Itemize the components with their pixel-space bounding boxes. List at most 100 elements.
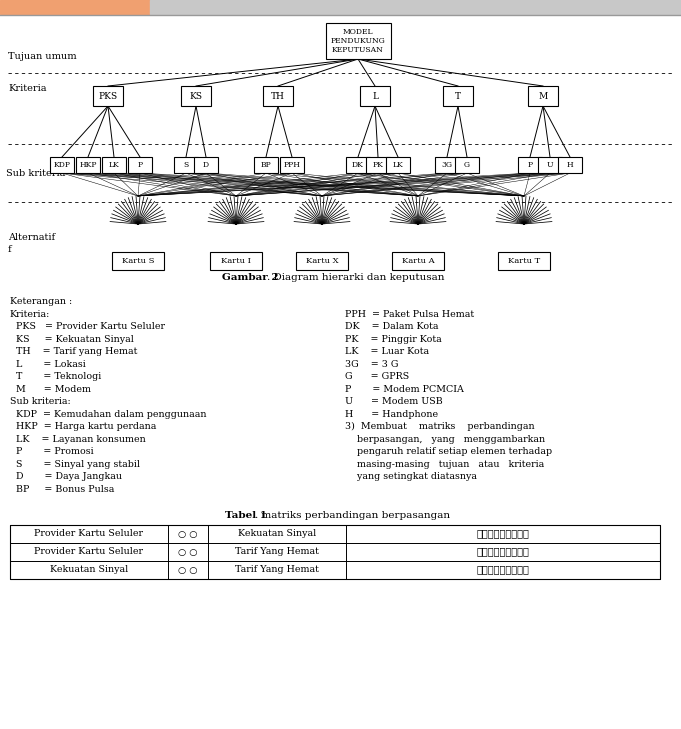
FancyBboxPatch shape [443,86,473,106]
Text: Kekuatan Sinyal: Kekuatan Sinyal [50,566,128,574]
Text: KDP  = Kemudahan dalam penggunaan: KDP = Kemudahan dalam penggunaan [10,410,206,418]
Text: Tarif Yang Hemat: Tarif Yang Hemat [235,547,319,556]
Text: HKP  = Harga kartu perdana: HKP = Harga kartu perdana [10,422,157,431]
Text: DK    = Dalam Kota: DK = Dalam Kota [345,322,439,331]
Text: U: U [547,161,553,169]
Text: Tarif Yang Hemat: Tarif Yang Hemat [235,566,319,574]
FancyBboxPatch shape [263,86,293,106]
Text: masing-masing   tujuan   atau   kriteria: masing-masing tujuan atau kriteria [345,459,544,469]
FancyBboxPatch shape [455,157,479,173]
FancyBboxPatch shape [210,252,262,270]
Text: Kartu I: Kartu I [221,257,251,265]
Text: BP     = Bonus Pulsa: BP = Bonus Pulsa [10,485,114,494]
Text: LK    = Luar Kota: LK = Luar Kota [345,347,429,356]
Text: Gambar 2: Gambar 2 [222,273,279,281]
Text: ○ ○: ○ ○ [178,566,197,574]
Text: H      = Handphone: H = Handphone [345,410,438,418]
Text: M      = Modem: M = Modem [10,384,91,394]
Text: . matriks perbandingan berpasangan: . matriks perbandingan berpasangan [255,512,450,521]
Text: DK: DK [352,161,364,169]
Text: H: H [567,161,573,169]
Bar [10,543,660,561]
FancyBboxPatch shape [296,252,348,270]
Text: pengaruh relatif setiap elemen terhadap: pengaruh relatif setiap elemen terhadap [345,447,552,456]
Text: Kartu X: Kartu X [306,257,338,265]
Text: Kekuatan Sinyal: Kekuatan Sinyal [238,529,316,539]
FancyBboxPatch shape [50,157,74,173]
FancyBboxPatch shape [498,252,550,270]
Text: M: M [539,92,548,101]
Text: G: G [464,161,470,169]
Text: KS: KS [189,92,202,101]
FancyBboxPatch shape [558,157,582,173]
Text: KDP: KDP [54,161,71,169]
Text: D: D [203,161,209,169]
Text: Sub kriteria:: Sub kriteria: [10,397,71,406]
Bar [150,0,681,14]
Text: KS     = Kekuatan Sinyal: KS = Kekuatan Sinyal [10,335,134,343]
Text: Provider Kartu Seluler: Provider Kartu Seluler [35,547,144,556]
FancyBboxPatch shape [174,157,198,173]
FancyBboxPatch shape [326,23,390,59]
FancyBboxPatch shape [181,86,211,106]
FancyBboxPatch shape [392,252,444,270]
Text: L: L [372,92,378,101]
Text: 3)  Membuat    matriks    perbandingan: 3) Membuat matriks perbandingan [345,422,535,431]
Text: D       = Daya Jangkau: D = Daya Jangkau [10,472,122,481]
Text: PPH  = Paket Pulsa Hemat: PPH = Paket Pulsa Hemat [345,310,474,319]
Text: Sub kriteria: Sub kriteria [6,168,65,177]
Text: P: P [528,161,533,169]
Text: U      = Modem USB: U = Modem USB [345,397,443,406]
Text: Kriteria:: Kriteria: [10,310,50,319]
Text: PPH: PPH [283,161,300,169]
FancyBboxPatch shape [528,86,558,106]
Text: LK: LK [393,161,403,169]
FancyBboxPatch shape [76,157,100,173]
FancyBboxPatch shape [538,157,562,173]
Text: Kartu A: Kartu A [402,257,434,265]
Text: BP: BP [261,161,271,169]
Text: Kartu S: Kartu S [122,257,155,265]
Text: HKP: HKP [79,161,97,169]
Text: L       = Lokasi: L = Lokasi [10,359,86,368]
Text: PKS: PKS [99,92,118,101]
Text: TH: TH [271,92,285,101]
Text: PKS   = Provider Kartu Seluler: PKS = Provider Kartu Seluler [10,322,165,331]
Text: ○ ○: ○ ○ [178,529,197,539]
Bar [10,561,660,579]
Bar [10,525,660,543]
Text: ①②③④⑤⑥⑦⑧⑨: ①②③④⑤⑥⑦⑧⑨ [477,566,529,574]
Text: ①②③④⑤⑥⑦⑧⑨: ①②③④⑤⑥⑦⑧⑨ [477,529,529,539]
Text: 3G    = 3 G: 3G = 3 G [345,359,398,368]
Bar [10,525,660,579]
Text: G      = GPRS: G = GPRS [345,372,409,381]
Text: PK: PK [373,161,383,169]
Text: yang setingkat diatasnya: yang setingkat diatasnya [345,472,477,481]
FancyBboxPatch shape [366,157,390,173]
Text: Tujuan umum: Tujuan umum [8,52,77,61]
Text: LK: LK [109,161,119,169]
FancyBboxPatch shape [254,157,278,173]
Text: S       = Sinyal yang stabil: S = Sinyal yang stabil [10,459,140,469]
Text: Provider Kartu Seluler: Provider Kartu Seluler [35,529,144,539]
Text: f: f [8,244,12,254]
Text: Tabel 1: Tabel 1 [225,512,267,521]
Text: Kriteria: Kriteria [8,84,46,93]
FancyBboxPatch shape [112,252,164,270]
Text: LK    = Layanan konsumen: LK = Layanan konsumen [10,434,146,443]
Bar [0,0,150,14]
Text: T: T [455,92,461,101]
FancyBboxPatch shape [386,157,410,173]
FancyBboxPatch shape [280,157,304,173]
Text: berpasangan,   yang   menggambarkan: berpasangan, yang menggambarkan [345,434,545,443]
Text: TH    = Tarif yang Hemat: TH = Tarif yang Hemat [10,347,138,356]
FancyBboxPatch shape [435,157,459,173]
Text: S: S [183,161,189,169]
Text: Keterangan :: Keterangan : [10,297,72,306]
FancyBboxPatch shape [518,157,542,173]
Text: ○ ○: ○ ○ [178,547,197,556]
Text: PK    = Pinggir Kota: PK = Pinggir Kota [345,335,442,343]
Text: P       = Promosi: P = Promosi [10,447,93,456]
Text: P       = Modem PCMCIA: P = Modem PCMCIA [345,384,464,394]
Text: 3G: 3G [441,161,452,169]
